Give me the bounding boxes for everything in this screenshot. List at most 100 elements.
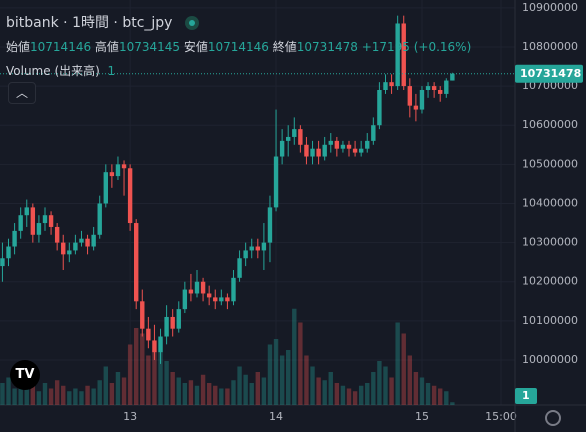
price-label-box: [515, 64, 583, 83]
candle-body: [407, 86, 413, 106]
value: 10734145: [118, 40, 181, 54]
collapse-button[interactable]: ︿: [8, 82, 36, 104]
candle-body: [334, 140, 340, 149]
volume-bar: [54, 380, 60, 405]
volume-bar: [79, 391, 84, 405]
volume-bar: [30, 385, 36, 405]
candle-body: [304, 144, 309, 157]
candle-body: [267, 207, 273, 243]
x-tick-label: 15:00: [485, 410, 517, 423]
ohlc-legend: 始値10714146 高値10734145 安値10714146 終値10731…: [6, 38, 471, 55]
volume-bar: [36, 391, 42, 405]
volume-bar: [444, 391, 449, 405]
candle-body: [389, 82, 394, 87]
volume-bar: [237, 366, 242, 405]
volume-bar: [176, 377, 181, 405]
candle-body: [182, 289, 188, 310]
candle-body: [322, 144, 327, 157]
candle-body: [85, 238, 90, 247]
x-tick-label: 15: [415, 410, 429, 423]
candle-body: [231, 277, 236, 302]
volume-bar: [231, 380, 236, 405]
volume-bar: [61, 385, 66, 405]
volume-bar: [152, 350, 157, 405]
y-tick-label: 10600000: [522, 118, 578, 131]
candle-body: [225, 297, 230, 302]
change: +17195 (+0.16%): [361, 40, 472, 54]
volume-bar: [0, 383, 5, 405]
y-tick-label: 10500000: [522, 157, 578, 170]
volume-bar: [48, 388, 54, 405]
volume-bar: [438, 388, 443, 405]
candle-body: [91, 234, 96, 247]
candle-body: [18, 215, 23, 231]
volume-bar: [158, 339, 163, 405]
volume-bar: [298, 322, 303, 405]
volume-bar: [267, 344, 273, 405]
volume-bar: [121, 377, 127, 405]
volume-bar: [140, 333, 145, 405]
volume-bar: [164, 361, 169, 405]
candle-body: [158, 336, 163, 353]
candle-body: [48, 215, 54, 227]
volume-bar: [316, 377, 321, 405]
volume-bar: [85, 385, 90, 405]
candle-body: [286, 136, 291, 141]
candle-body: [146, 328, 151, 341]
settings-button[interactable]: [545, 410, 561, 426]
volume-bar: [304, 355, 309, 405]
volume-bar: [243, 374, 248, 405]
candle-body: [176, 309, 181, 329]
candle-body: [127, 168, 133, 224]
candle-body: [292, 129, 297, 137]
candle-body: [371, 125, 376, 141]
y-tick-label: 10300000: [522, 236, 578, 249]
volume-bar: [425, 383, 431, 405]
volume-bar: [431, 385, 437, 405]
volume-bar: [407, 355, 413, 405]
label: Volume (出来高): [6, 64, 100, 78]
logo[interactable]: TV: [10, 360, 40, 390]
candle-body: [73, 242, 78, 251]
volume-bar: [389, 377, 394, 405]
volume-bar: [115, 372, 121, 405]
y-tick-label: 10900000: [522, 1, 578, 14]
volume-bar: [24, 380, 29, 405]
candle-body: [237, 258, 242, 278]
volume-bar: [383, 366, 388, 405]
volume-bar: [255, 372, 261, 405]
value: 10714146: [30, 40, 92, 54]
candle-body: [109, 172, 115, 177]
candle-body: [346, 144, 352, 149]
candle-body: [273, 156, 279, 208]
candle-body: [383, 82, 388, 90]
volume-legend: Volume (出来高) 1: [6, 62, 115, 79]
candle-body: [115, 164, 121, 177]
y-tick-label: 10400000: [522, 196, 578, 209]
candle-body: [249, 246, 254, 251]
volume-bar: [377, 361, 382, 405]
candle-body: [200, 281, 206, 294]
volume-bar: [127, 344, 133, 405]
candle-body: [279, 140, 285, 157]
candle-body: [419, 90, 425, 110]
candle-body: [164, 316, 169, 337]
candle-body: [61, 242, 66, 255]
candle-body: [219, 297, 224, 302]
candle-body: [261, 242, 267, 251]
volume-bar: [358, 385, 364, 405]
candle-body: [450, 73, 455, 81]
candle-body: [24, 207, 29, 216]
candle-body: [0, 258, 5, 267]
candle-body: [206, 293, 212, 298]
volume-bar: [310, 366, 315, 405]
volume-bar: [328, 372, 333, 405]
value: 1: [107, 64, 116, 78]
candle-body: [170, 316, 175, 329]
candle-body: [444, 80, 449, 94]
volume-bar: [206, 383, 212, 405]
candle-body: [316, 148, 321, 157]
candle-body: [140, 301, 145, 329]
volume-bar: [249, 383, 254, 405]
